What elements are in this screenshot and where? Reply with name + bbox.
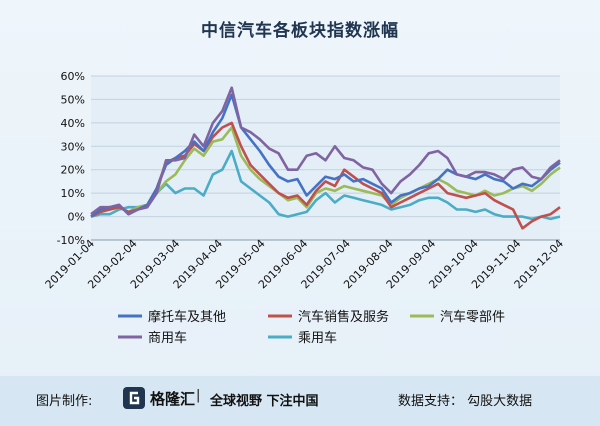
y-tick-label: -10% xyxy=(57,234,85,247)
footer-bar: 图片制作: 格隆汇 | 全球视野 下注中国 数据支持： 勾股大数据 xyxy=(0,376,600,426)
y-tick-label: 60% xyxy=(61,70,85,83)
brand-slogan: 全球视野 下注中国 xyxy=(210,394,319,409)
y-tick-label: 10% xyxy=(61,187,85,200)
chart-title: 中信汽车各板块指数涨幅 xyxy=(201,21,399,41)
y-tick-label: 30% xyxy=(61,140,85,153)
y-tick-label: 40% xyxy=(61,117,85,130)
series-line xyxy=(90,126,561,218)
line-chart: -10%0%10%20%30%40%50%60%2019-01-042019-0… xyxy=(43,70,566,346)
legend-label: 摩托车及其他 xyxy=(148,309,226,325)
brand-name: 格隆汇 xyxy=(150,390,196,408)
brand-logo-icon xyxy=(122,386,146,410)
legend-label: 乘用车 xyxy=(298,330,337,346)
y-tick-label: 50% xyxy=(61,93,85,106)
y-tick-label: 0% xyxy=(68,211,85,224)
data-support-label: 数据支持： 勾股大数据 xyxy=(398,394,533,409)
made-by-label: 图片制作: xyxy=(36,394,93,409)
series-line xyxy=(90,149,561,221)
legend-label: 汽车销售及服务 xyxy=(298,309,389,325)
footer-separator: | xyxy=(196,388,201,403)
y-tick-label: 20% xyxy=(61,164,85,177)
legend-label: 汽车零部件 xyxy=(440,309,505,325)
series-line xyxy=(90,93,561,218)
legend-label: 商用车 xyxy=(148,330,187,346)
series-line xyxy=(90,86,561,216)
